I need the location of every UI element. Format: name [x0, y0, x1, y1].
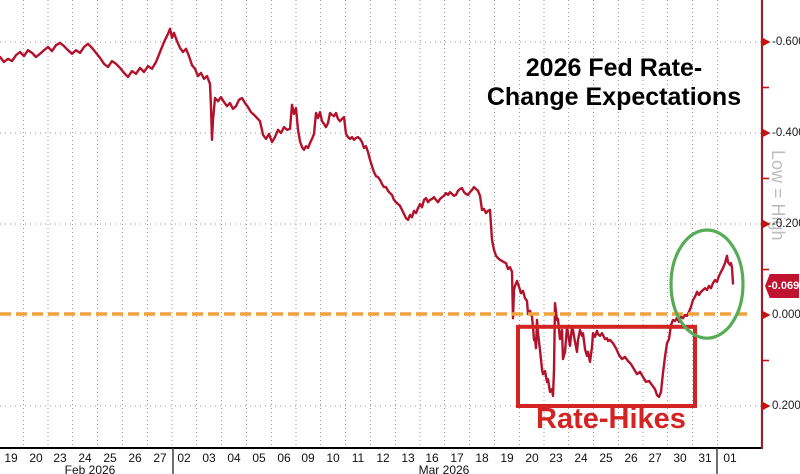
x-axis-label: 24 [574, 451, 588, 465]
x-axis-label: 16 [425, 451, 439, 465]
highlight-ellipse [669, 228, 745, 340]
x-axis-label: 27 [153, 451, 167, 465]
y-tick-arrow [762, 310, 771, 320]
x-axis-label: 06 [277, 451, 291, 465]
y-axis-label: -0.200 [772, 218, 800, 230]
y-axis-label: -0.600 [772, 36, 800, 48]
x-axis-label: 11 [351, 451, 365, 465]
x-axis-label: 25 [103, 451, 117, 465]
x-axis-label: 01 [723, 451, 737, 465]
chart-title: 2026 Fed Rate- Change Expectations [444, 54, 784, 112]
axis-watermark-low-high: Low = High [768, 150, 788, 241]
x-axis-month-label: Feb 2026 [64, 463, 116, 474]
x-axis-label: 03 [202, 451, 216, 465]
x-axis-label: 20 [525, 451, 539, 465]
x-axis-label: 26 [128, 451, 142, 465]
y-tick-arrow [762, 401, 771, 411]
y-axis-label: 0.000 [772, 309, 800, 321]
chart-title-line1: 2026 Fed Rate- [525, 54, 703, 82]
rate-hikes-annotation-label: Rate-Hikes [536, 403, 686, 435]
x-axis-label: 23 [53, 451, 67, 465]
x-axis-label: 25 [599, 451, 613, 465]
x-axis-label: 23 [549, 451, 563, 465]
y-tick-arrow [762, 219, 771, 229]
last-price-badge: -0.069 [765, 274, 799, 298]
x-axis-label: 24 [78, 451, 92, 465]
x-axis-label: 02 [177, 451, 191, 465]
x-axis-label: 30 [673, 451, 687, 465]
rate-hikes-box [516, 324, 697, 408]
x-axis-label: 26 [624, 451, 638, 465]
x-axis-month-label: Mar 2026 [418, 463, 470, 474]
x-axis-label: 19 [4, 451, 18, 465]
y-axis-label: 0.200 [772, 400, 800, 412]
chart-title-line2: Change Expectations [486, 83, 742, 111]
x-axis-label: 10 [326, 451, 340, 465]
x-axis-label: 27 [648, 451, 662, 465]
x-axis-label: 18 [475, 451, 489, 465]
x-axis-label: 19 [500, 451, 514, 465]
x-axis-label: 05 [252, 451, 266, 465]
y-axis-label: -0.400 [772, 127, 800, 139]
x-axis-label: 13 [401, 451, 415, 465]
x-axis-label: 12 [376, 451, 390, 465]
y-tick-arrow [762, 128, 771, 138]
x-axis-label: 17 [450, 451, 464, 465]
x-axis-label: 31 [698, 451, 712, 465]
x-axis-label: 20 [29, 451, 43, 465]
series-line [0, 27, 735, 399]
x-axis-label: 09 [301, 451, 315, 465]
y-tick-arrow [762, 37, 771, 47]
x-axis-label: 04 [227, 451, 241, 465]
